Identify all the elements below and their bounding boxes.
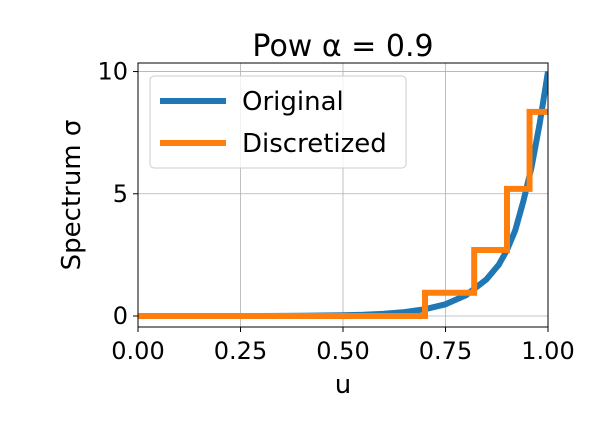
y-tick-label: 0 [113, 302, 128, 330]
legend-label-discretized: Discretized [242, 129, 387, 159]
y-tick-label: 10 [97, 58, 128, 86]
x-tick-label: 0.75 [419, 337, 472, 365]
x-tick-label: 0.00 [111, 337, 164, 365]
y-axis-label: Spectrum σ [57, 120, 87, 271]
x-tick-label: 0.25 [214, 337, 267, 365]
plot-area [138, 71, 548, 319]
x-tick-label: 0.50 [316, 337, 369, 365]
series-line-discretized [138, 108, 548, 319]
legend-label-original: Original [242, 87, 344, 117]
x-axis-label: u [335, 370, 351, 400]
x-tick-label: 1.00 [521, 337, 574, 365]
y-tick-label: 5 [113, 180, 128, 208]
legend: Original Discretized [149, 75, 407, 169]
ticks: 0.00 0.25 0.50 0.75 1.00 0 5 10 [97, 58, 574, 365]
chart-title: Pow α = 0.9 [252, 29, 433, 64]
